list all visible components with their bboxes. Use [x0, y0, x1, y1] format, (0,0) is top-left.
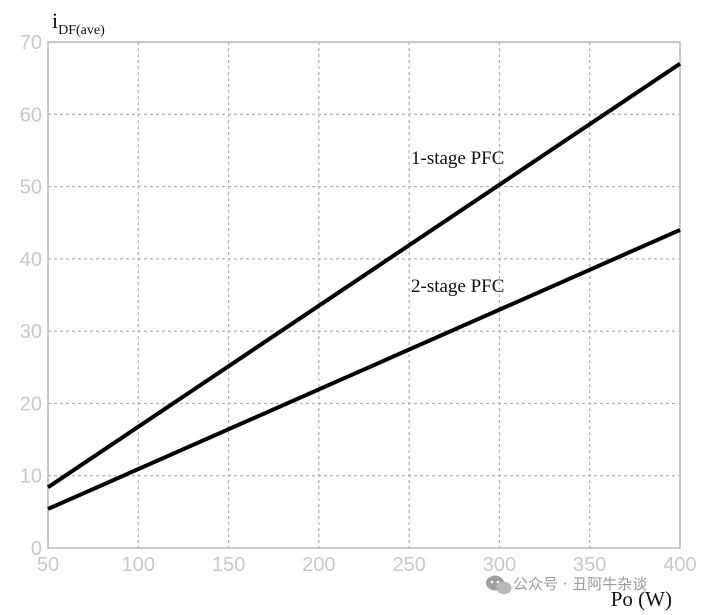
- y-tick-label: 30: [20, 321, 42, 343]
- y-tick-label: 70: [20, 32, 42, 54]
- grid: [48, 42, 680, 548]
- y-tick-label: 20: [20, 393, 42, 415]
- series-line-2: [47, 228, 681, 511]
- plot-frame: [47, 41, 681, 549]
- y-tick-label: 50: [20, 177, 42, 199]
- x-tick-label: 250: [392, 554, 425, 576]
- series-label-1: 1-stage PFC: [411, 148, 504, 169]
- x-tick-label: 300: [483, 554, 516, 576]
- wechat-icon: [486, 575, 512, 595]
- series-lines: [46, 62, 682, 511]
- series-labels: 1-stage PFC 2-stage PFC: [411, 148, 504, 297]
- watermark-text: 公众号 · 丑阿牛杂谈: [513, 575, 647, 593]
- x-tick-label: 150: [212, 554, 245, 576]
- plot-border: [47, 41, 681, 549]
- x-tick-label: 350: [573, 554, 606, 576]
- series-line-1: [46, 62, 682, 489]
- watermark: 公众号 · 丑阿牛杂谈: [486, 575, 647, 595]
- x-tick-label: 400: [663, 554, 696, 576]
- x-axis-label: Po (W): [611, 587, 672, 611]
- x-tick-label: 200: [302, 554, 335, 576]
- y-tick-labels: 0 10 20 30 40 50 60 70: [20, 32, 42, 560]
- x-tick-label: 50: [37, 554, 59, 576]
- y-tick-label: 10: [20, 466, 42, 488]
- y-tick-label: 0: [31, 538, 42, 560]
- x-tick-label: 100: [122, 554, 155, 576]
- x-tick-labels: 50 100 150 200 250 300 350 400: [37, 554, 697, 576]
- y-tick-label: 40: [20, 249, 42, 271]
- y-axis-label: iDF(ave): [52, 8, 105, 38]
- y-tick-label: 60: [20, 104, 42, 126]
- series-label-2: 2-stage PFC: [411, 276, 504, 297]
- y-axis-label-subscript: DF(ave): [58, 23, 105, 38]
